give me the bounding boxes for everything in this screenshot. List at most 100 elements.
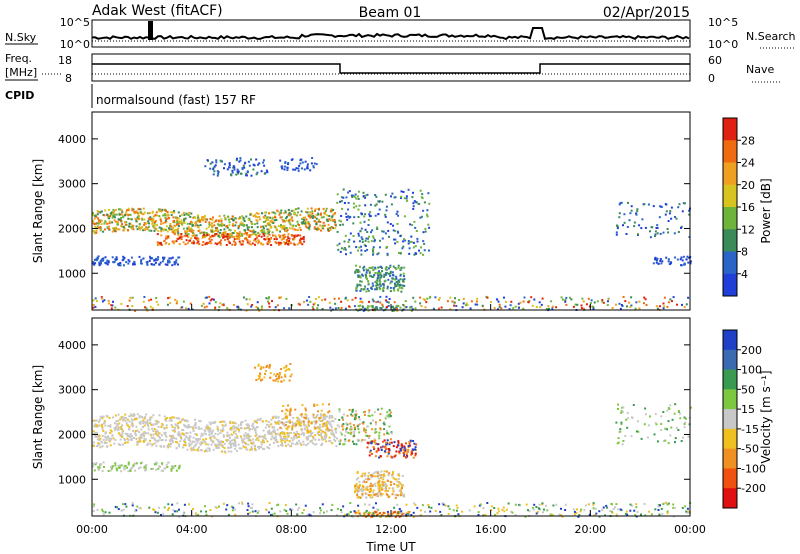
range-gate-cell (169, 445, 172, 448)
range-gate-cell (205, 443, 208, 446)
range-gate-cell (361, 301, 364, 304)
range-gate-cell (601, 299, 604, 301)
range-gate-cell (173, 261, 176, 264)
range-gate-cell (98, 419, 101, 421)
range-gate-cell (311, 212, 314, 215)
range-gate-cell (412, 207, 415, 210)
range-gate-cell (196, 448, 199, 451)
range-gate-cell (667, 406, 670, 409)
range-gate-cell (394, 284, 397, 286)
range-gate-cell (332, 434, 335, 437)
range-gate-cell (186, 419, 189, 422)
range-gate-cell (205, 305, 208, 308)
range-gate-cell (384, 279, 387, 282)
range-gate-cell (107, 299, 110, 302)
range-gate-cell (240, 422, 243, 425)
range-gate-cell (309, 300, 312, 303)
range-gate-cell (269, 443, 271, 446)
range-gate-cell (329, 210, 332, 212)
range-gate-cell (172, 229, 175, 232)
range-gate-cell (222, 304, 225, 307)
range-gate-cell (200, 510, 203, 513)
range-gate-cell (268, 302, 271, 305)
range-gate-cell (234, 443, 237, 446)
range-gate-cell (386, 300, 389, 303)
range-gate-cell (286, 433, 289, 436)
range-gate-cell (420, 305, 423, 308)
range-gate-cell (367, 476, 370, 479)
range-gate-cell (657, 262, 660, 265)
range-gate-cell (239, 234, 242, 237)
range-gate-cell (550, 300, 553, 303)
range-gate-cell (558, 513, 561, 516)
range-gate-cell (182, 300, 185, 303)
range-gate-cell (116, 424, 119, 427)
range-gate-cell (135, 462, 138, 465)
range-gate-cell (131, 207, 134, 210)
range-gate-cell (347, 191, 350, 194)
range-gate-cell (120, 433, 123, 436)
range-gate-cell (123, 439, 126, 441)
range-gate-cell (320, 229, 323, 232)
range-gate-cell (331, 429, 334, 432)
range-gate-cell (151, 222, 154, 225)
range-gate-cell (309, 429, 312, 432)
range-gate-cell (621, 406, 623, 409)
range-gate-cell (385, 271, 388, 274)
range-gate-cell (212, 429, 214, 432)
range-gate-cell (262, 159, 265, 162)
range-gate-cell (669, 434, 672, 437)
range-gate-cell (149, 218, 152, 221)
range-gate-cell (240, 436, 243, 439)
range-gate-cell (328, 403, 330, 406)
range-gate-cell (281, 444, 284, 447)
range-gate-cell (362, 288, 365, 291)
range-gate-cell (386, 285, 389, 288)
range-gate-cell (293, 435, 296, 438)
range-gate-cell (680, 227, 682, 229)
range-gate-cell (352, 222, 355, 225)
range-gate-cell (358, 283, 361, 286)
range-gate-cell (178, 466, 181, 469)
range-gate-cell (254, 233, 257, 236)
range-gate-cell (309, 216, 312, 219)
range-gate-cell (366, 307, 369, 309)
range-gate-cell (251, 438, 254, 441)
range-gate-cell (427, 223, 430, 226)
range-gate-cell (222, 441, 224, 443)
range-gate-cell (176, 216, 179, 219)
range-gate-cell (202, 302, 205, 305)
range-gate-cell (119, 435, 122, 437)
range-gate-cell (381, 230, 384, 233)
range-gate-cell (530, 296, 533, 299)
range-gate-cell (654, 508, 657, 511)
range-gate-cell (408, 247, 411, 250)
range-gate-cell (662, 231, 665, 234)
range-gate-cell (388, 443, 391, 446)
range-gate-cell (164, 263, 167, 266)
range-gate-cell (420, 215, 423, 218)
range-gate-cell (437, 298, 440, 301)
range-gate-cell (294, 443, 297, 446)
range-gate-cell (406, 450, 409, 453)
range-gate-cell (263, 231, 266, 234)
range-gate-cell (432, 307, 435, 310)
range-gate-cell (285, 438, 288, 441)
range-gate-cell (107, 227, 110, 230)
range-gate-cell (328, 218, 331, 221)
range-gate-cell (382, 305, 384, 308)
range-gate-cell (343, 240, 346, 243)
range-gate-cell (347, 512, 350, 515)
range-gate-cell (627, 417, 630, 420)
range-gate-cell (442, 503, 445, 506)
range-gate-cell (256, 307, 259, 310)
range-gate-cell (294, 425, 297, 428)
range-gate-cell (180, 219, 183, 222)
range-gate-cell (294, 168, 297, 171)
range-gate-cell (159, 466, 161, 468)
range-gate-cell (279, 426, 282, 429)
range-gate-cell (356, 425, 359, 428)
range-gate-cell (271, 231, 274, 234)
range-gate-cell (177, 227, 180, 230)
range-gate-cell (422, 298, 425, 301)
